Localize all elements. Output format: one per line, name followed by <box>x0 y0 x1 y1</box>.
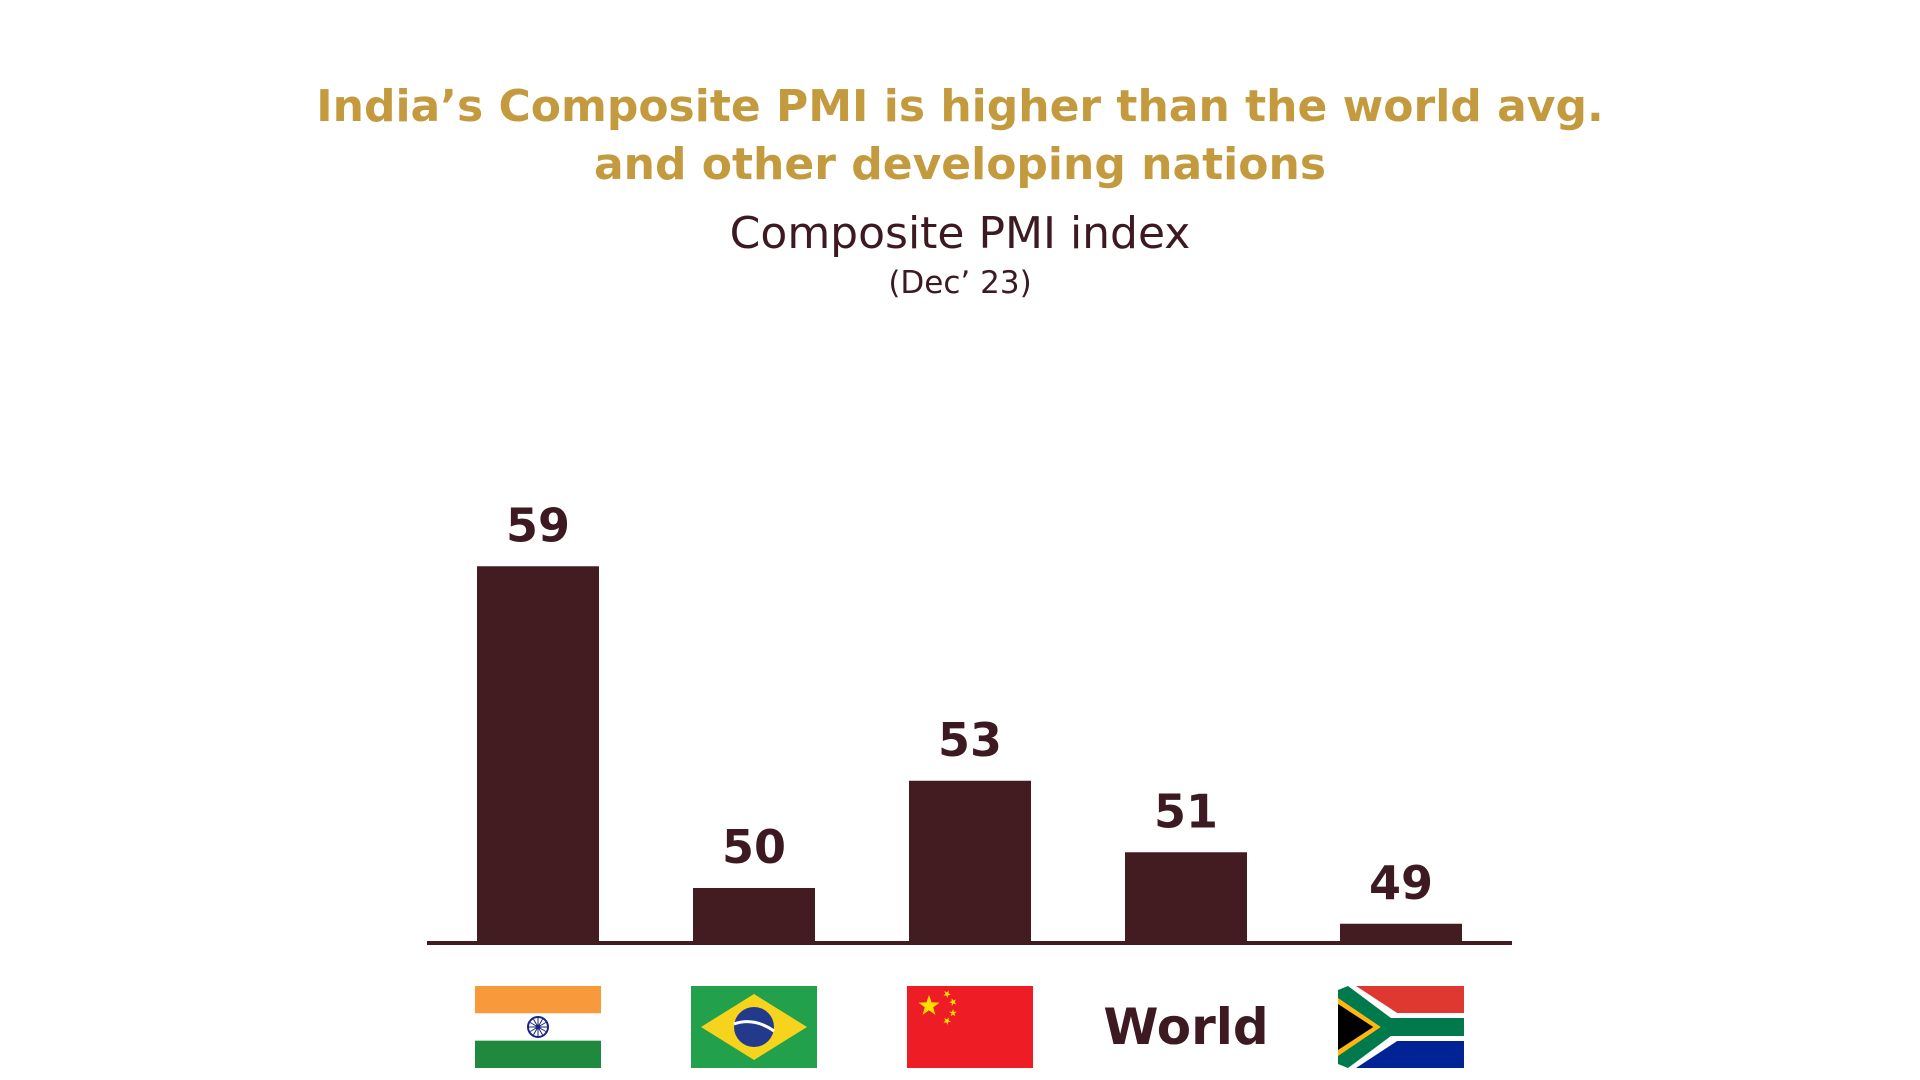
bar-china <box>909 780 1031 943</box>
bars-layer <box>477 566 1462 943</box>
bar-brazil <box>693 888 815 943</box>
chart-title: Composite PMI index <box>729 208 1191 259</box>
headline-line-2: and other developing nations <box>593 139 1327 190</box>
data-label-world: 51 <box>1154 784 1218 838</box>
bar-south-africa <box>1340 923 1462 943</box>
bar-india <box>477 566 599 943</box>
india-flag-icon <box>475 986 601 1068</box>
headline: India’s Composite PMI is higher than the… <box>0 78 1920 194</box>
data-label-china: 53 <box>938 713 1002 767</box>
data-label-brazil: 50 <box>722 820 786 874</box>
south-africa-flag-icon <box>1338 986 1464 1068</box>
headline-line-1: India’s Composite PMI is higher than the… <box>316 81 1604 132</box>
bar-world <box>1125 852 1247 943</box>
category-axis: World <box>475 986 1464 1068</box>
chart-subtitle: (Dec’ 23) <box>888 265 1032 301</box>
data-label-south-africa: 49 <box>1369 856 1433 910</box>
brazil-flag-icon <box>691 986 817 1068</box>
data-labels-layer: 59 50 53 51 49 <box>506 498 1433 910</box>
category-label-world: World <box>1103 998 1268 1056</box>
data-label-india: 59 <box>506 498 570 552</box>
china-flag-icon <box>907 986 1033 1068</box>
